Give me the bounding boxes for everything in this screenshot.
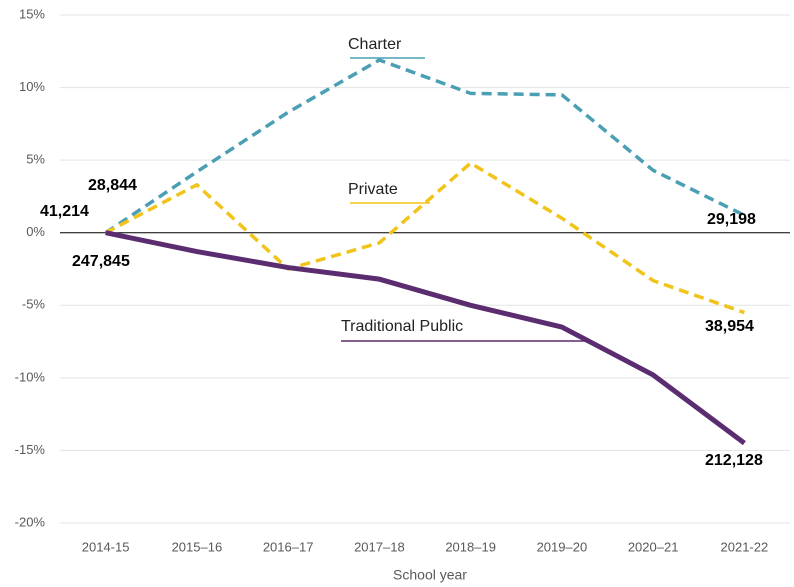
x-tick-label: 2015–16 — [172, 539, 223, 554]
x-tick-label: 2016–17 — [263, 539, 314, 554]
end-label: 212,128 — [705, 452, 763, 469]
series-line — [105, 230, 746, 446]
x-axis-label: School year — [393, 567, 467, 583]
x-tick-label: 2014-15 — [82, 539, 130, 554]
end-label: 38,954 — [705, 318, 754, 335]
x-tick-label: 2021-22 — [721, 539, 769, 554]
y-tick-label: -15% — [15, 442, 46, 457]
start-label: 28,844 — [88, 177, 137, 194]
start-label: 41,214 — [40, 203, 89, 220]
series-line — [104, 161, 745, 315]
y-tick-label: 15% — [19, 6, 45, 21]
x-tick-label: 2017–18 — [354, 539, 405, 554]
y-tick-label: 10% — [19, 79, 45, 94]
series-name: Charter — [348, 36, 402, 53]
end-label: 29,198 — [707, 211, 756, 228]
series-name: Traditional Public — [341, 318, 463, 335]
x-tick-label: 2018–19 — [445, 539, 496, 554]
y-tick-label: -20% — [15, 514, 46, 529]
series-line — [104, 58, 746, 235]
y-tick-label: -10% — [15, 369, 46, 384]
series-name: Private — [348, 181, 398, 198]
start-label: 247,845 — [72, 253, 130, 270]
x-tick-label: 2019–20 — [537, 539, 588, 554]
y-tick-label: -5% — [22, 297, 46, 312]
y-tick-label: 5% — [26, 152, 45, 167]
x-tick-label: 2020–21 — [628, 539, 679, 554]
y-tick-label: 0% — [26, 224, 45, 239]
